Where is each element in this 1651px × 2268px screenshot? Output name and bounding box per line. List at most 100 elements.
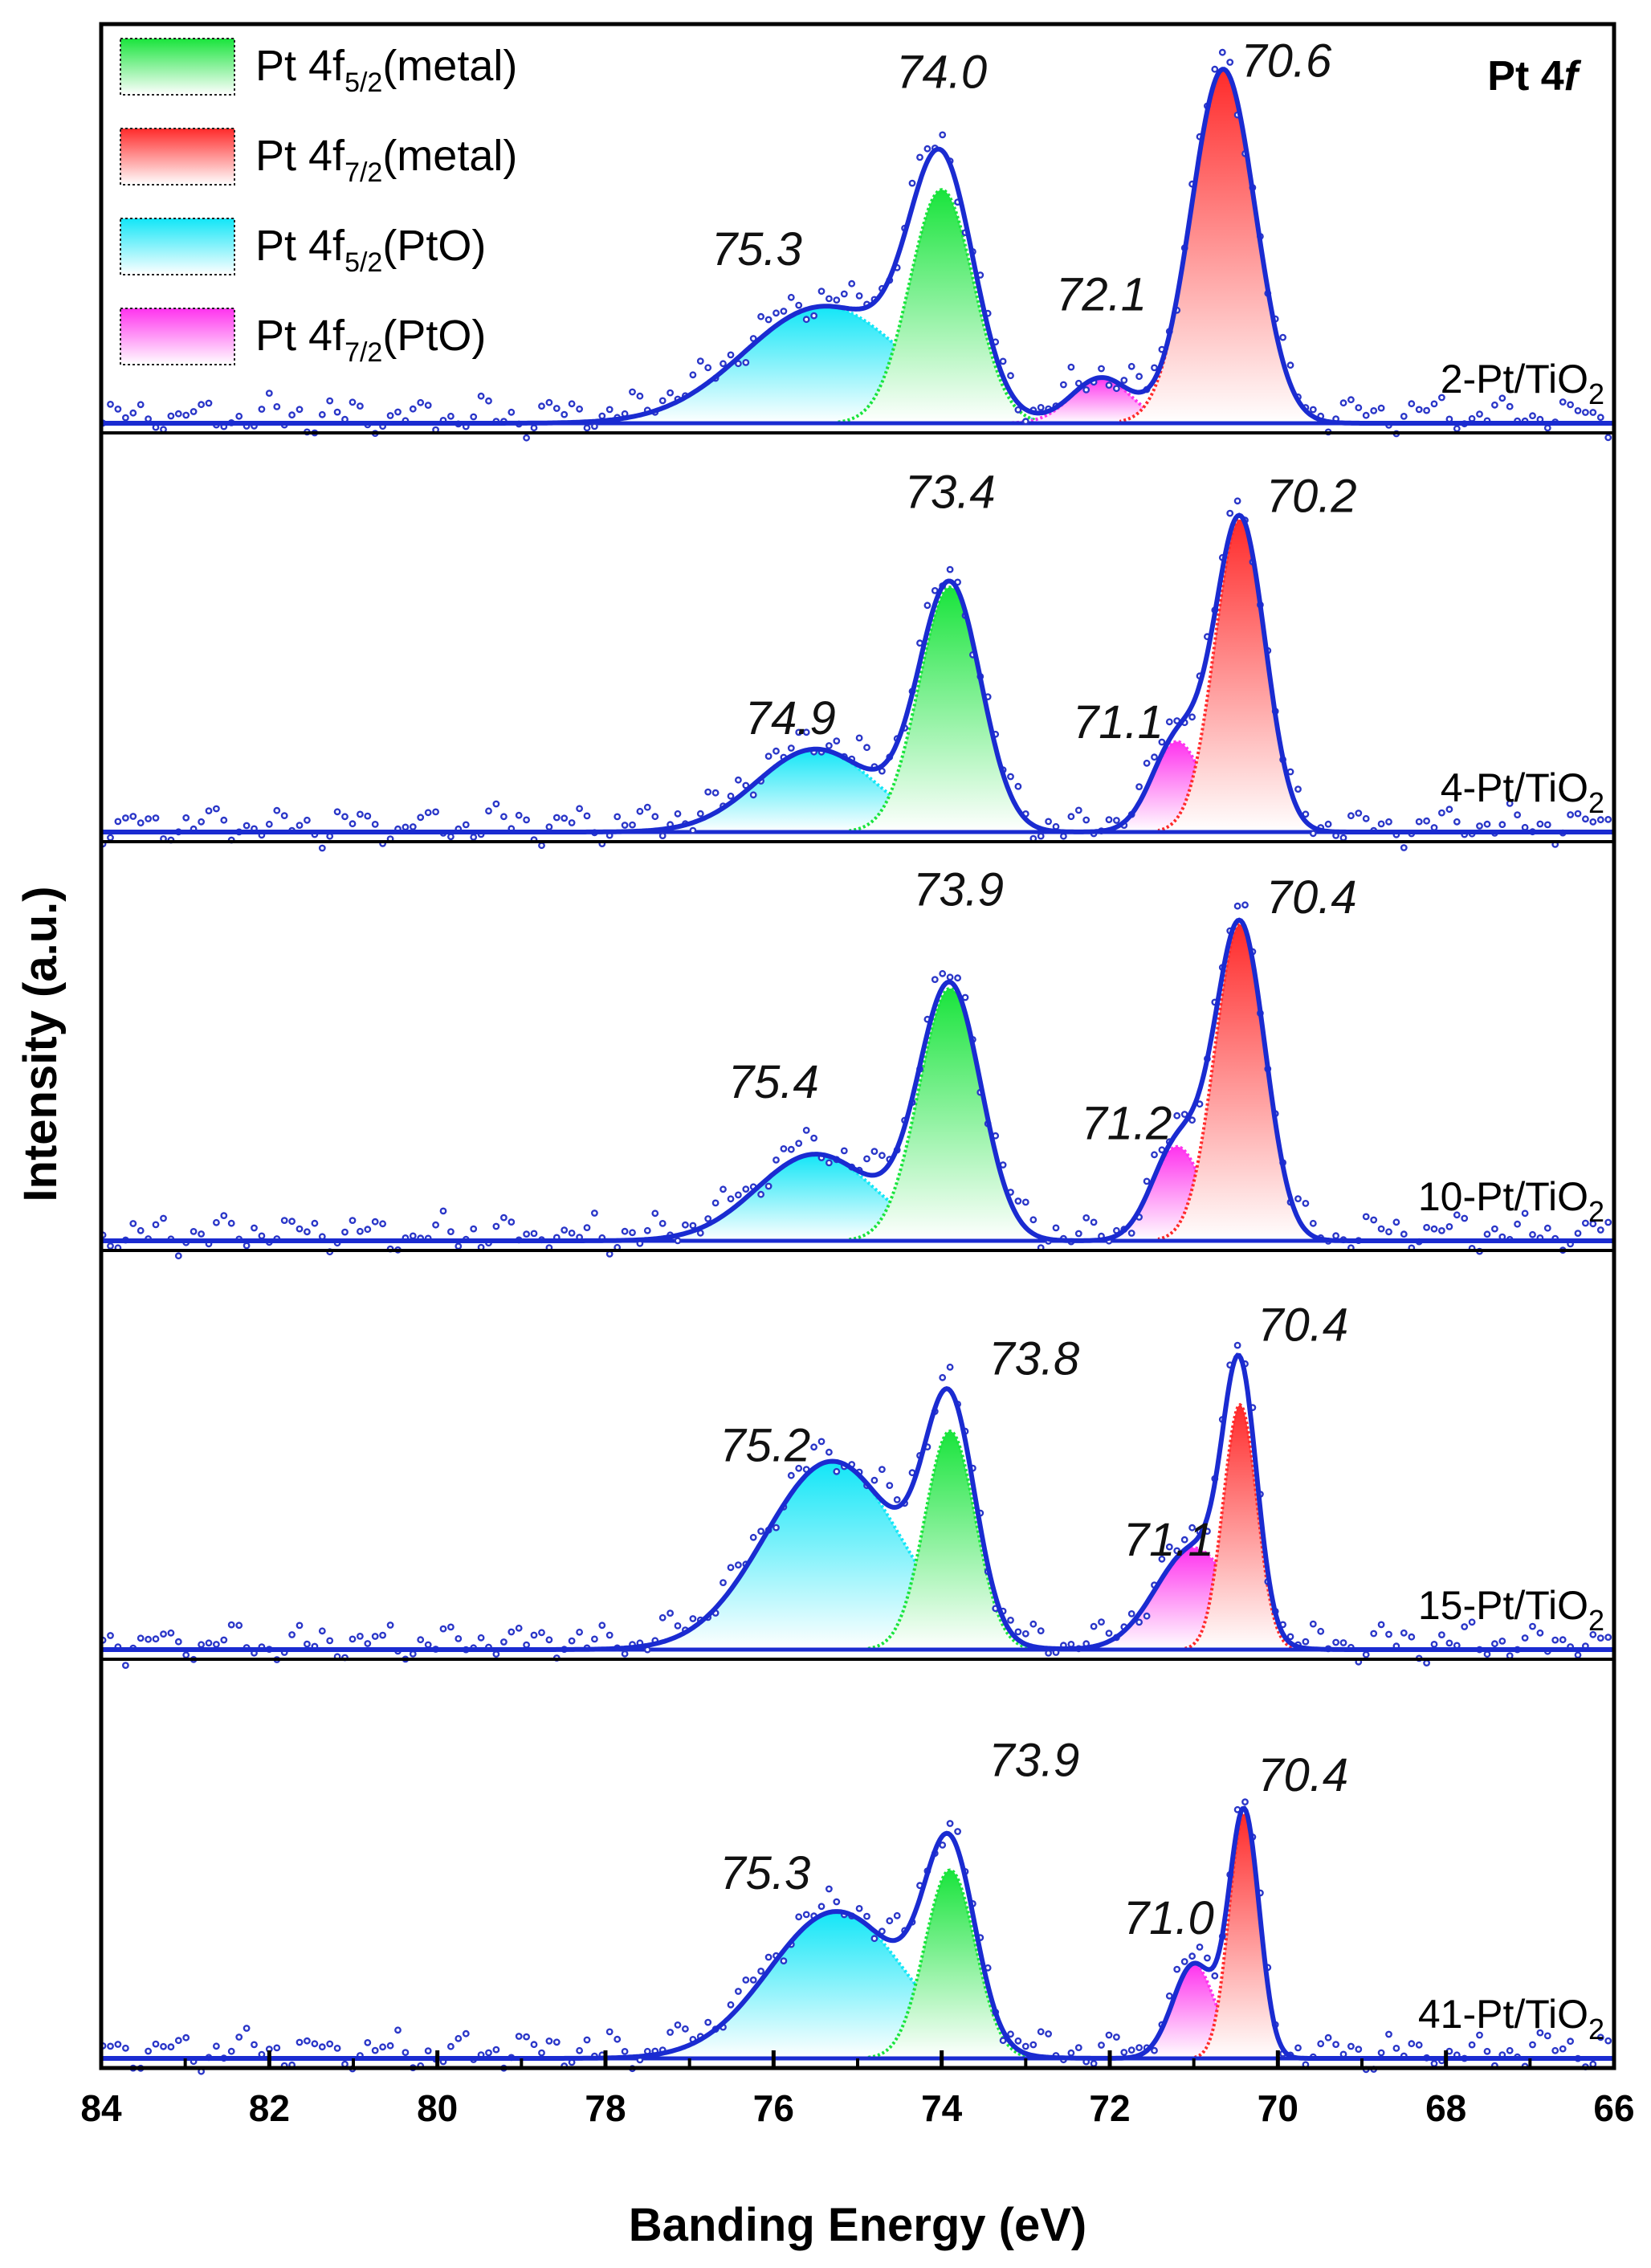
legend-label-main: Pt 4f [255, 222, 345, 270]
raw-point [1067, 363, 1075, 371]
peak-label: 71.0 [1123, 1892, 1214, 1944]
raw-point [667, 389, 674, 397]
raw-point [1355, 2046, 1363, 2054]
raw-point [735, 776, 742, 784]
raw-point [1060, 832, 1067, 840]
raw-point [1113, 385, 1120, 393]
raw-point [1559, 1636, 1567, 1644]
raw-point [552, 2038, 561, 2046]
raw-point [773, 747, 780, 755]
raw-point [810, 1443, 817, 1451]
raw-point [182, 1651, 190, 1659]
raw-point [1188, 1524, 1196, 1532]
x-tick-label: 72 [1089, 2087, 1130, 2129]
raw-point [174, 410, 182, 418]
raw-point [107, 400, 114, 408]
raw-point [379, 2043, 386, 2051]
peak-label: 75.2 [720, 1420, 810, 1472]
raw-point [1180, 1958, 1188, 1965]
legend-label-tail: (PtO) [382, 222, 486, 270]
raw-point [583, 1224, 591, 1232]
raw-point [508, 1218, 516, 1226]
raw-point [1309, 406, 1317, 414]
raw-point [182, 411, 190, 419]
peak-label: 71.1 [1073, 696, 1164, 749]
raw-point [1370, 1216, 1378, 1224]
legend-label-sub: 5/2 [344, 247, 382, 278]
raw-data [99, 1341, 1612, 1670]
raw-point [704, 364, 712, 372]
raw-point [1302, 1638, 1310, 1646]
raw-point [1339, 1639, 1347, 1646]
raw-point [999, 357, 1007, 365]
raw-point [773, 1156, 780, 1164]
raw-point [1415, 2041, 1423, 2049]
raw-point [288, 1218, 296, 1226]
raw-point [757, 312, 764, 320]
raw-point [1355, 810, 1363, 817]
raw-point [198, 401, 206, 409]
raw-point [1098, 2042, 1105, 2049]
raw-point [605, 2028, 614, 2036]
raw-point [817, 288, 826, 295]
raw-point [667, 2029, 674, 2036]
raw-point [107, 834, 114, 842]
raw-point [455, 2034, 463, 2042]
raw-point [303, 2037, 311, 2045]
raw-point [1021, 418, 1029, 426]
raw-point [764, 316, 773, 324]
raw-point [1582, 409, 1589, 416]
raw-point [1567, 401, 1575, 409]
raw-point [1604, 1634, 1612, 1642]
raw-point [1423, 1224, 1431, 1231]
raw-point [212, 1641, 220, 1648]
raw-point [1392, 2044, 1400, 2052]
raw-point [1014, 1628, 1022, 1636]
raw-point [1453, 425, 1461, 433]
raw-point [402, 823, 410, 831]
raw-point [220, 1212, 228, 1220]
raw-point [371, 1218, 379, 1226]
raw-point [591, 1635, 598, 1643]
raw-point [432, 808, 439, 816]
raw-point [1582, 1219, 1589, 1227]
raw-point [802, 316, 810, 324]
raw-point [243, 1242, 251, 1250]
raw-point [1430, 1225, 1438, 1233]
raw-point [114, 818, 122, 826]
raw-point [1400, 413, 1408, 420]
raw-point [1173, 1112, 1181, 1120]
raw-point [1226, 509, 1234, 517]
raw-point [258, 1232, 266, 1240]
raw-point [235, 2033, 243, 2041]
raw-point [394, 2026, 402, 2034]
legend-label: Pt 4f5/2(PtO) [255, 222, 486, 278]
raw-point [802, 1127, 810, 1134]
raw-point [1392, 1218, 1400, 1226]
raw-point [1127, 1610, 1135, 1617]
raw-point [1362, 411, 1370, 419]
raw-point [129, 409, 137, 417]
raw-point [629, 1229, 636, 1237]
raw-point [870, 1935, 878, 1943]
raw-point [439, 1625, 447, 1633]
raw-point [621, 822, 629, 829]
raw-point [1589, 2060, 1597, 2068]
raw-point [523, 1641, 530, 1649]
peak-label: 72.1 [1056, 268, 1147, 320]
raw-point [674, 2021, 682, 2029]
raw-point [1082, 1214, 1090, 1222]
raw-point [727, 2001, 735, 2009]
raw-point [356, 1227, 364, 1235]
raw-point [1082, 816, 1090, 824]
peak-pt4f72_metal [1119, 67, 1328, 425]
raw-point [145, 415, 153, 422]
raw-point [417, 398, 425, 406]
raw-point [1347, 812, 1355, 820]
raw-point [810, 312, 817, 320]
raw-point [333, 808, 341, 816]
peak-label: 75.3 [711, 223, 802, 275]
peak-pt4f52_metal [838, 188, 1047, 425]
panel-2: 74.9 73.4 71.1 70.2 4-Pt/TiO2 [99, 431, 1614, 852]
raw-point [1165, 718, 1173, 726]
